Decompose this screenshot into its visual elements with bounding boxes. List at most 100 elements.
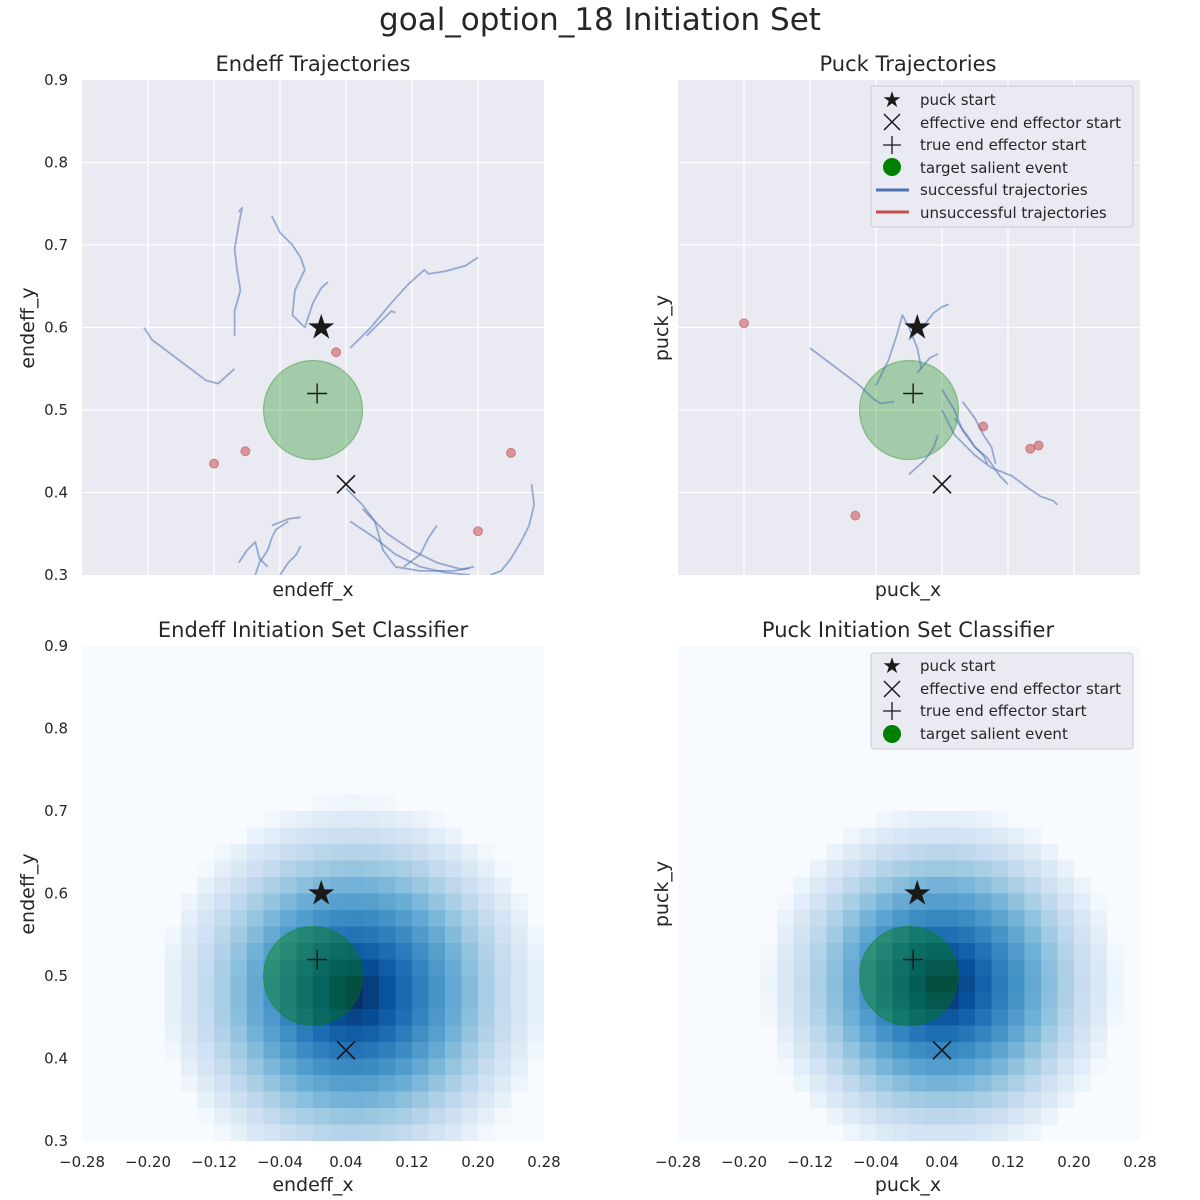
heatmap-cell	[1057, 1058, 1075, 1076]
heatmap-cell	[263, 893, 281, 911]
heatmap-cell	[461, 1075, 479, 1092]
heatmap-cell	[810, 992, 827, 1010]
heatmap-cell	[925, 910, 943, 927]
heatmap-cell	[395, 893, 413, 911]
heatmap-cell	[362, 1025, 380, 1043]
heatmap-cell	[230, 926, 248, 944]
heatmap-cell	[1090, 1042, 1108, 1059]
heatmap-cell	[214, 1025, 231, 1043]
heatmap-cell	[909, 844, 926, 861]
heatmap-cell	[826, 1108, 844, 1125]
heatmap-cell	[958, 910, 976, 927]
heatmap-cell	[909, 976, 926, 993]
heatmap-cell	[793, 926, 811, 944]
heatmap-cell	[346, 877, 363, 894]
heatmap-cell	[1074, 976, 1091, 993]
heatmap-cell	[777, 910, 794, 927]
heatmap-cell	[296, 844, 314, 861]
heatmap-cell	[1008, 1025, 1025, 1043]
heatmap-cell	[346, 1009, 363, 1026]
heatmap-cell	[1008, 992, 1025, 1010]
heatmap-cell	[527, 976, 544, 993]
heatmap-cell	[1024, 893, 1042, 911]
heatmap-cell	[991, 943, 1009, 960]
heatmap-cell	[777, 1025, 794, 1043]
heatmap-cell	[1090, 976, 1108, 993]
heatmap-cell	[296, 992, 314, 1010]
heatmap-cell	[843, 877, 860, 894]
heatmap-cell	[1024, 827, 1042, 845]
heatmap-cell	[329, 893, 347, 911]
heatmap-cell	[1024, 844, 1042, 861]
heatmap-cell	[843, 827, 860, 845]
heatmap-cell	[859, 910, 877, 927]
heatmap-cell	[428, 811, 446, 828]
heatmap-cell	[181, 893, 198, 911]
successful-trajectory	[143, 327, 236, 385]
heatmap-cell	[892, 992, 910, 1010]
heatmap-cell	[1057, 910, 1075, 927]
heatmap-cell	[247, 1075, 264, 1092]
puck-trajectories-title: Puck Trajectories	[820, 52, 997, 76]
heatmap-cell	[793, 1058, 811, 1076]
x-tick-label: −0.12	[787, 1153, 833, 1171]
heatmap-cell	[958, 992, 976, 1010]
heatmap-cell	[909, 1075, 926, 1092]
legend-x-icon	[883, 113, 901, 131]
heatmap-cell	[461, 943, 479, 960]
heatmap-cell	[925, 844, 943, 861]
heatmap-cell	[1057, 943, 1075, 960]
heatmap-cell	[1024, 959, 1042, 977]
heatmap-cell	[859, 943, 877, 960]
heatmap-cell	[296, 1058, 314, 1076]
heatmap-cell	[843, 1042, 860, 1059]
heatmap-cell	[958, 827, 976, 845]
heatmap-cell	[230, 976, 248, 993]
heatmap-cell	[461, 1124, 479, 1141]
heatmap-cell	[527, 1025, 544, 1043]
heatmap-cell	[511, 1042, 528, 1059]
heatmap-cell	[247, 992, 264, 1010]
heatmap-cell	[329, 794, 347, 812]
effective-endeff-start-x-icon	[336, 1040, 356, 1060]
heatmap-cell	[428, 877, 446, 894]
heatmap-cell	[214, 1075, 231, 1092]
heatmap-cell	[958, 1075, 976, 1092]
heatmap-cell	[958, 976, 976, 993]
heatmap-cell	[296, 1009, 314, 1026]
heatmap-cell	[428, 910, 446, 927]
y-tick-label: 0.8	[44, 154, 68, 172]
heatmap-cell	[428, 827, 446, 845]
heatmap-cell	[296, 959, 314, 977]
heatmap-cell	[362, 794, 380, 812]
heatmap-cell	[412, 976, 429, 993]
heatmap-cell	[346, 976, 363, 993]
heatmap-cell	[395, 1091, 413, 1109]
heatmap-cell	[909, 1091, 926, 1109]
heatmap-cell	[1057, 1091, 1075, 1109]
effective-endeff-start-x-icon	[932, 1040, 952, 1060]
heatmap-cell	[777, 1009, 794, 1026]
heatmap-cell	[909, 992, 926, 1010]
heatmap-cell	[247, 1009, 264, 1026]
heatmap-cell	[826, 1009, 844, 1026]
target-salient-event-region	[859, 926, 959, 1026]
heatmap-cell	[379, 910, 396, 927]
successful-trajectory	[345, 487, 470, 572]
unsuccessful-trajectory-point	[240, 446, 251, 457]
heatmap-cell	[478, 877, 495, 894]
heatmap-cell	[412, 943, 429, 960]
heatmap-cell	[843, 910, 860, 927]
heatmap-cell	[247, 1091, 264, 1109]
heatmap-cell	[975, 893, 992, 911]
heatmap-cell	[494, 943, 512, 960]
heatmap-cell	[793, 976, 811, 993]
heatmap-cell	[1090, 1025, 1108, 1043]
heatmap-cell	[280, 1058, 297, 1076]
heatmap-cell	[942, 877, 959, 894]
heatmap-cell	[445, 1075, 462, 1092]
endeff-trajectories-title: Endeff Trajectories	[216, 52, 411, 76]
heatmap-cell	[313, 860, 330, 878]
heatmap-cell	[346, 860, 363, 878]
heatmap-cell	[494, 893, 512, 911]
